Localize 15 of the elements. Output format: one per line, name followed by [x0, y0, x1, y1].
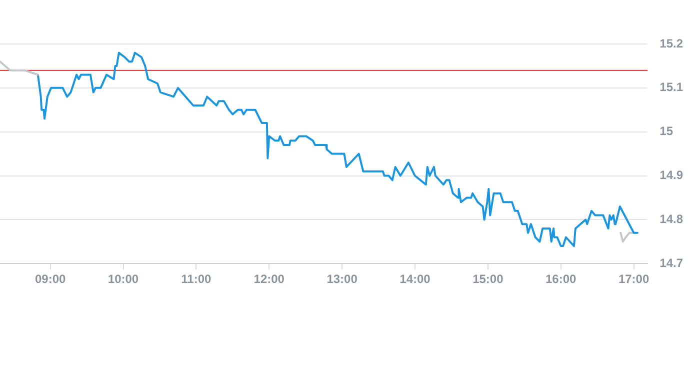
x-tick-label: 11:00 [181, 272, 212, 286]
x-tick-label: 10:00 [108, 272, 139, 286]
y-tick-label: 15.1 [660, 80, 684, 94]
y-tick-label: 14.7 [660, 256, 684, 270]
y-tick-label: 14.8 [660, 212, 684, 226]
y-tick-label: 15.2 [660, 36, 684, 50]
x-tick-label: 15:00 [472, 272, 504, 286]
x-tick-label: 13:00 [326, 272, 358, 286]
y-tick-label: 14.9 [660, 168, 684, 182]
x-tick-label: 17:00 [618, 272, 650, 286]
x-tick-label: 12:00 [254, 272, 285, 286]
y-tick-label: 15 [660, 124, 674, 138]
x-tick-label: 09:00 [34, 272, 66, 286]
x-tick-label: 16:00 [546, 272, 577, 286]
x-tick-label: 14:00 [400, 272, 431, 286]
